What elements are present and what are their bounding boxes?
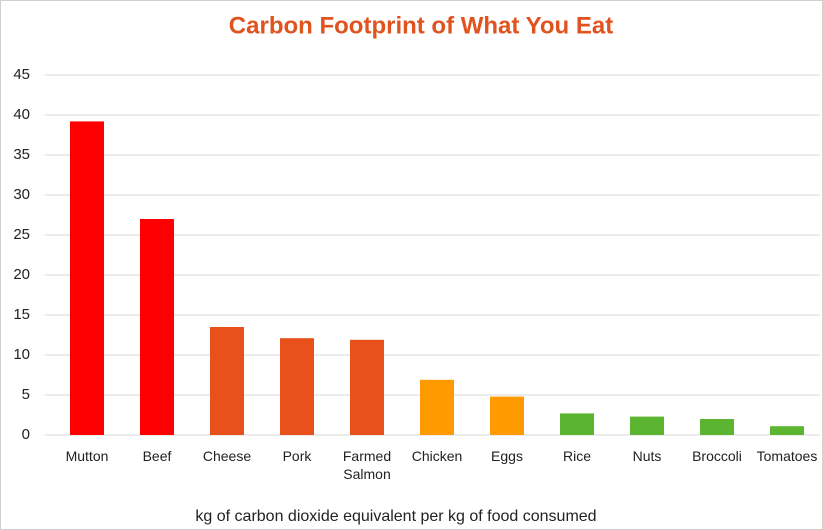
chart-title: Carbon Footprint of What You Eat <box>229 12 613 39</box>
x-tick-label: Eggs <box>491 448 523 464</box>
x-tick-label: Tomatoes <box>756 448 818 464</box>
x-tick-label: Chicken <box>411 448 463 464</box>
y-tick-label: 35 <box>13 146 30 163</box>
y-tick-label: 15 <box>13 306 30 323</box>
bar <box>490 396 524 435</box>
x-tick-label: Pork <box>282 448 312 464</box>
x-tick-label: Beef <box>142 448 172 464</box>
x-tick-label: Cheese <box>202 448 252 464</box>
bar <box>210 327 244 435</box>
y-tick-label: 40 <box>13 106 30 123</box>
bar <box>630 416 664 435</box>
bar <box>420 379 454 435</box>
bar <box>280 338 314 435</box>
x-tick-label: Mutton <box>65 448 109 464</box>
bar <box>350 339 384 435</box>
x-tick-label: Farmed Salmon <box>342 448 392 482</box>
x-tick-label: Broccoli <box>692 448 742 464</box>
y-tick-label: 25 <box>13 226 30 243</box>
y-tick-label: 30 <box>13 186 30 203</box>
y-tick-label: 0 <box>22 426 30 443</box>
bar <box>70 121 104 436</box>
y-tick-label: 45 <box>13 66 30 83</box>
y-tick-label: 5 <box>22 386 30 403</box>
y-tick-label: 20 <box>13 266 30 283</box>
bar <box>700 419 734 435</box>
x-tick-label: Rice <box>562 448 591 464</box>
bar <box>770 426 804 435</box>
y-tick-label: 10 <box>13 346 30 363</box>
x-tick-label: Nuts <box>632 448 662 464</box>
bar <box>560 413 594 435</box>
x-axis-label: kg of carbon dioxide equivalent per kg o… <box>195 508 596 525</box>
bar <box>140 219 174 435</box>
